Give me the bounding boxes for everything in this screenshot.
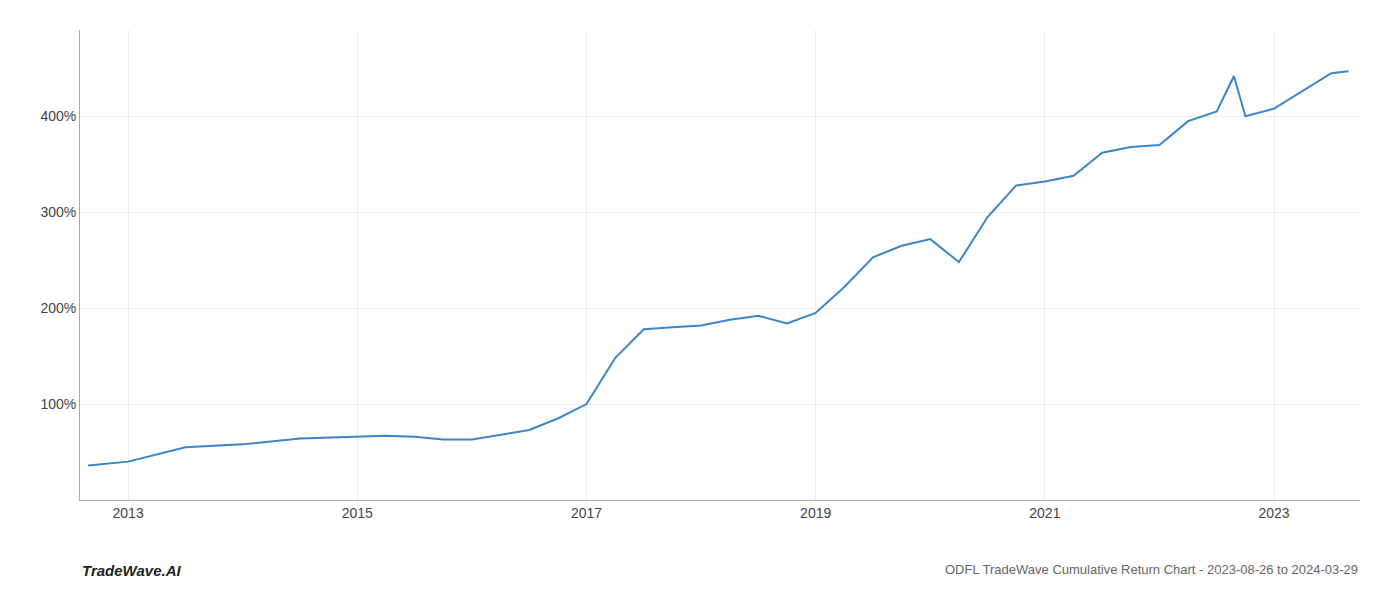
svg-text:ODFL TradeWave Cumulative Retu: ODFL TradeWave Cumulative Return Chart -…: [945, 562, 1358, 577]
svg-text:200%: 200%: [40, 300, 76, 316]
svg-text:TradeWave.AI: TradeWave.AI: [82, 562, 181, 579]
svg-text:100%: 100%: [40, 396, 76, 412]
svg-text:2013: 2013: [113, 505, 144, 521]
svg-text:2017: 2017: [571, 505, 602, 521]
svg-text:2015: 2015: [342, 505, 373, 521]
svg-text:300%: 300%: [40, 204, 76, 220]
svg-text:2023: 2023: [1258, 505, 1289, 521]
svg-text:2021: 2021: [1029, 505, 1060, 521]
svg-text:400%: 400%: [40, 108, 76, 124]
svg-text:2019: 2019: [800, 505, 831, 521]
